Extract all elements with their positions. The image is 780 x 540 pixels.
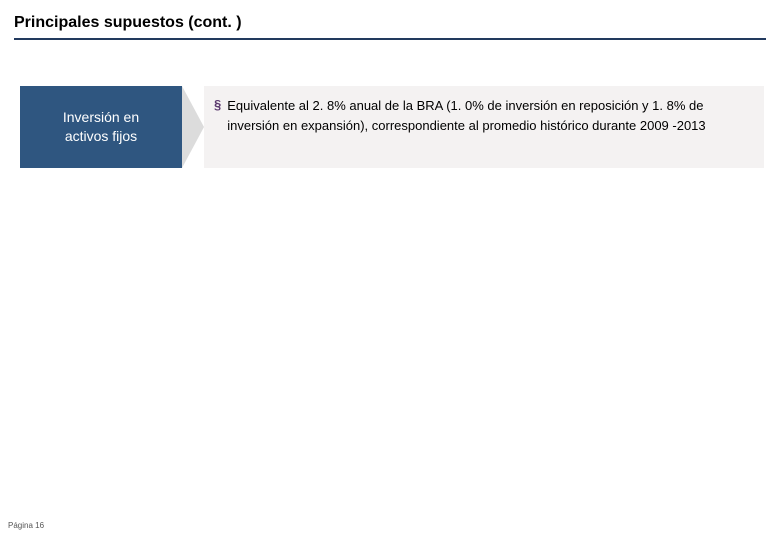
page-footer: Página 16 <box>8 521 44 530</box>
slide-container: Principales supuestos (cont. ) Inversión… <box>0 0 780 540</box>
title-area: Principales supuestos (cont. ) <box>14 14 766 40</box>
chevron-icon <box>182 86 204 168</box>
bullet-marker-icon: § <box>214 96 221 114</box>
slide-title: Principales supuestos (cont. ) <box>14 14 766 38</box>
bullet-text: Equivalente al 2. 8% anual de la BRA (1.… <box>227 96 752 135</box>
assumption-content-box: § Equivalente al 2. 8% anual de la BRA (… <box>204 86 764 168</box>
title-underline <box>14 38 766 40</box>
assumption-label-line1: Inversión en <box>63 109 139 125</box>
assumption-label-line2: activos fijos <box>65 128 137 144</box>
assumption-label-text: Inversión en activos fijos <box>63 108 139 146</box>
bullet-item: § Equivalente al 2. 8% anual de la BRA (… <box>214 96 752 135</box>
assumption-label-box: Inversión en activos fijos <box>20 86 182 168</box>
assumption-row: Inversión en activos fijos § Equivalente… <box>20 86 764 168</box>
